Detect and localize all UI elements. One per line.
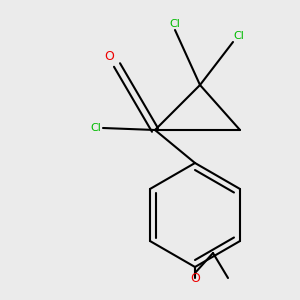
- Text: Cl: Cl: [90, 123, 101, 133]
- Text: Cl: Cl: [233, 31, 244, 41]
- Text: O: O: [190, 272, 200, 284]
- Text: O: O: [104, 50, 114, 63]
- Text: Cl: Cl: [169, 19, 180, 29]
